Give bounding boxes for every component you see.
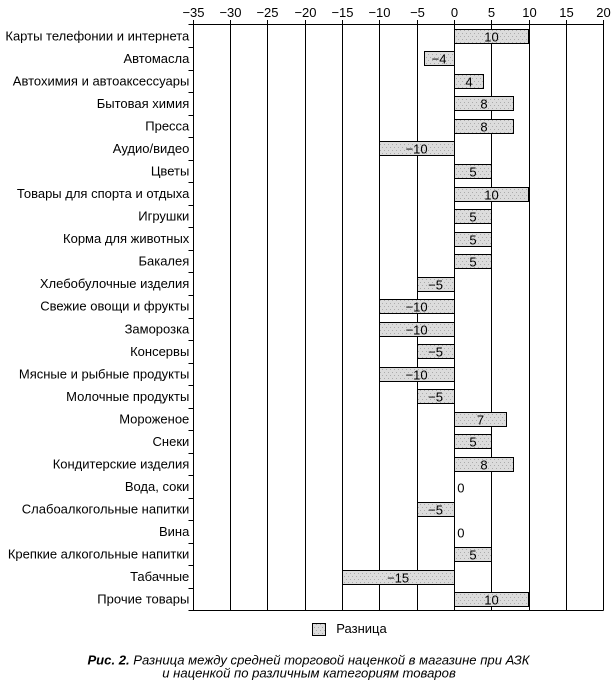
svg-text:−5: −5 bbox=[410, 5, 425, 20]
svg-text:0: 0 bbox=[451, 5, 458, 20]
svg-text:10: 10 bbox=[522, 5, 536, 20]
svg-text:Снеки: Снеки bbox=[153, 434, 190, 449]
svg-text:20: 20 bbox=[596, 5, 610, 20]
svg-text:7: 7 bbox=[477, 412, 484, 427]
svg-text:8: 8 bbox=[480, 457, 487, 472]
svg-text:−10: −10 bbox=[406, 299, 428, 314]
svg-text:−20: −20 bbox=[294, 5, 316, 20]
svg-text:Свежие овощи и фрукты: Свежие овощи и фрукты bbox=[40, 299, 189, 314]
svg-text:Карты телефонии и интернета: Карты телефонии и интернета bbox=[5, 28, 190, 43]
svg-text:−5: −5 bbox=[428, 344, 443, 359]
svg-text:8: 8 bbox=[480, 96, 487, 111]
svg-text:Прочие товары: Прочие товары bbox=[97, 592, 189, 607]
svg-text:0: 0 bbox=[457, 525, 464, 540]
svg-text:−10: −10 bbox=[368, 5, 390, 20]
svg-text:0: 0 bbox=[457, 480, 464, 495]
svg-text:−15: −15 bbox=[387, 570, 409, 585]
svg-text:4: 4 bbox=[465, 74, 472, 89]
svg-text:Корма для животных: Корма для животных bbox=[63, 231, 190, 246]
svg-text:Крепкие алкогольные напитки: Крепкие алкогольные напитки bbox=[8, 547, 189, 562]
svg-text:8: 8 bbox=[480, 119, 487, 134]
svg-text:Кондитерские изделия: Кондитерские изделия bbox=[53, 457, 190, 472]
svg-text:Бакалея: Бакалея bbox=[138, 254, 189, 269]
svg-text:Пресса: Пресса bbox=[145, 118, 190, 133]
svg-text:Автохимия и автоаксессуары: Автохимия и автоаксессуары bbox=[13, 73, 190, 88]
svg-text:Вина: Вина bbox=[159, 524, 190, 539]
svg-text:Мороженое: Мороженое bbox=[119, 411, 189, 426]
svg-text:5: 5 bbox=[469, 254, 476, 269]
svg-text:Мясные и рыбные продукты: Мясные и рыбные продукты bbox=[19, 366, 189, 381]
svg-text:5: 5 bbox=[488, 5, 495, 20]
svg-text:5: 5 bbox=[469, 232, 476, 247]
svg-text:−5: −5 bbox=[428, 502, 443, 517]
svg-text:Слабоалкогольные напитки: Слабоалкогольные напитки bbox=[22, 502, 190, 517]
svg-text:5: 5 bbox=[469, 209, 476, 224]
svg-text:10: 10 bbox=[484, 187, 498, 202]
svg-text:−10: −10 bbox=[406, 322, 428, 337]
svg-text:Хлебобулочные изделия: Хлебобулочные изделия bbox=[40, 276, 189, 291]
svg-text:10: 10 bbox=[484, 592, 498, 607]
svg-text:−15: −15 bbox=[331, 5, 353, 20]
svg-text:−25: −25 bbox=[256, 5, 278, 20]
svg-text:−35: −35 bbox=[182, 5, 204, 20]
svg-text:−5: −5 bbox=[428, 277, 443, 292]
svg-text:15: 15 bbox=[559, 5, 573, 20]
svg-text:Аудио/видео: Аудио/видео bbox=[113, 141, 190, 156]
svg-text:−10: −10 bbox=[406, 367, 428, 382]
svg-text:Вода, соки: Вода, соки bbox=[125, 479, 189, 494]
svg-text:−10: −10 bbox=[406, 141, 428, 156]
svg-text:Цветы: Цветы bbox=[151, 164, 189, 179]
svg-text:Консервы: Консервы bbox=[130, 344, 189, 359]
svg-text:Рис. 2. Разница между средней: Рис. 2. Разница между средней торговой н… bbox=[87, 653, 530, 668]
svg-text:−30: −30 bbox=[219, 5, 241, 20]
svg-text:Автомасла: Автомасла bbox=[123, 51, 190, 66]
svg-text:10: 10 bbox=[484, 29, 498, 44]
svg-text:Заморозка: Заморозка bbox=[125, 321, 190, 336]
svg-text:Разница: Разница bbox=[336, 621, 387, 636]
svg-text:5: 5 bbox=[469, 547, 476, 562]
svg-text:Молочные продукты: Молочные продукты bbox=[66, 389, 189, 404]
svg-text:−5: −5 bbox=[428, 389, 443, 404]
svg-text:Бытовая химия: Бытовая химия bbox=[97, 96, 190, 111]
svg-text:Товары для спорта и отдыха: Товары для спорта и отдыха bbox=[17, 186, 190, 201]
svg-text:5: 5 bbox=[469, 164, 476, 179]
svg-text:Игрушки: Игрушки bbox=[138, 209, 189, 224]
svg-text:Табачные: Табачные bbox=[130, 569, 189, 584]
svg-text:5: 5 bbox=[469, 434, 476, 449]
svg-text:и наценкой по различным катего: и наценкой по различным категориям товар… bbox=[162, 665, 456, 680]
svg-text:−4: −4 bbox=[432, 51, 447, 66]
